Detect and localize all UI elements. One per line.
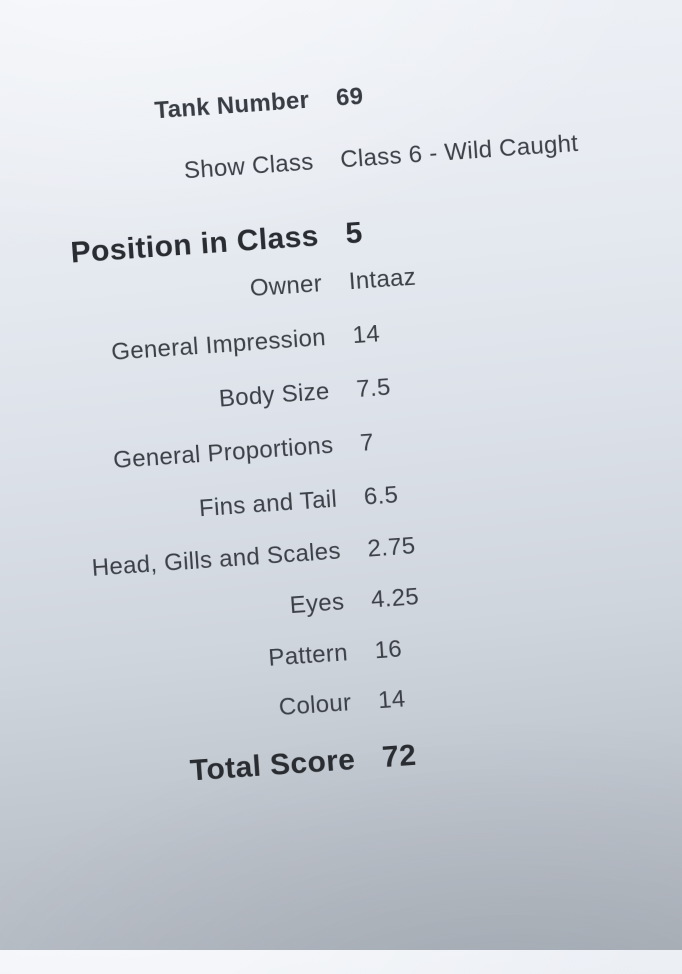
field-value: 7	[359, 428, 375, 457]
field-value: 14	[377, 685, 407, 715]
field-value: 7.5	[355, 373, 392, 403]
field-value: Class 6 - Wild Caught	[339, 129, 580, 174]
field-value: 72	[381, 738, 418, 775]
field-label: General Proportions	[112, 431, 335, 475]
field-label: Total Score	[188, 743, 357, 788]
field-value: 2.75	[366, 532, 417, 563]
field-value: 69	[335, 82, 365, 112]
field-label: General Impression	[110, 324, 327, 366]
field-label: Fins and Tail	[198, 485, 338, 523]
field-label: Pattern	[267, 639, 349, 672]
row-show-class: Show Class Class 6 - Wild Caught	[0, 121, 671, 204]
field-label: Body Size	[218, 377, 331, 413]
field-value: 16	[373, 635, 403, 665]
field-label: Show Class	[183, 148, 315, 185]
field-value: 4.25	[370, 583, 420, 614]
field-label: Eyes	[288, 588, 346, 620]
field-value: Intaaz	[347, 263, 417, 296]
field-label: Head, Gills and Scales	[90, 537, 342, 582]
field-value: 6.5	[363, 481, 400, 511]
field-label: Tank Number	[153, 86, 311, 125]
field-label: Colour	[277, 689, 353, 722]
field-value: 5	[344, 216, 364, 251]
field-value: 14	[351, 320, 381, 350]
